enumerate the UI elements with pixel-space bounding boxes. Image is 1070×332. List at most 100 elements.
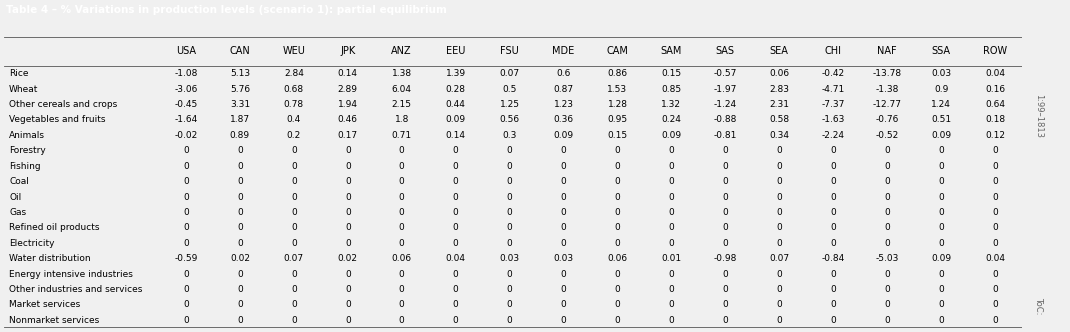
Text: 0: 0	[669, 300, 674, 309]
Text: 1.8: 1.8	[395, 116, 409, 124]
Text: -0.57: -0.57	[714, 69, 737, 78]
Text: 0: 0	[722, 208, 729, 217]
Text: 0.86: 0.86	[608, 69, 627, 78]
Text: 0: 0	[345, 208, 351, 217]
Text: 0: 0	[345, 177, 351, 186]
Text: 0: 0	[830, 239, 836, 248]
Text: 0: 0	[777, 162, 782, 171]
Text: 0.07: 0.07	[284, 254, 304, 263]
Text: 0: 0	[669, 270, 674, 279]
Text: 1.32: 1.32	[661, 100, 682, 109]
Text: Water distribution: Water distribution	[9, 254, 91, 263]
Text: 0: 0	[884, 146, 890, 155]
Text: 2.15: 2.15	[392, 100, 412, 109]
Text: 0.56: 0.56	[500, 116, 520, 124]
Text: 0: 0	[345, 146, 351, 155]
Text: -5.03: -5.03	[875, 254, 899, 263]
Text: 0: 0	[238, 177, 243, 186]
Text: -0.76: -0.76	[875, 116, 899, 124]
Text: 0.95: 0.95	[608, 116, 627, 124]
Text: 5.13: 5.13	[230, 69, 250, 78]
Text: 0.24: 0.24	[661, 116, 682, 124]
Text: ToC:: ToC:	[1035, 297, 1043, 314]
Text: 0.4: 0.4	[287, 116, 301, 124]
Text: 0: 0	[830, 193, 836, 202]
Text: 0: 0	[399, 177, 404, 186]
Text: 0.89: 0.89	[230, 131, 250, 140]
Text: -2.24: -2.24	[822, 131, 844, 140]
Text: 0: 0	[291, 208, 296, 217]
Text: 2.83: 2.83	[769, 85, 790, 94]
Text: 0: 0	[238, 270, 243, 279]
Text: 0: 0	[884, 300, 890, 309]
Text: 0: 0	[183, 223, 188, 232]
Text: 0: 0	[722, 177, 729, 186]
Text: 0: 0	[453, 239, 459, 248]
Text: 1.25: 1.25	[500, 100, 520, 109]
Text: 0.14: 0.14	[338, 69, 357, 78]
Text: 0: 0	[992, 223, 998, 232]
Text: 0: 0	[777, 223, 782, 232]
Text: 0: 0	[614, 300, 621, 309]
Text: 0: 0	[722, 270, 729, 279]
Text: 0: 0	[884, 208, 890, 217]
Text: 0.07: 0.07	[500, 69, 520, 78]
Text: 0.18: 0.18	[985, 116, 1005, 124]
Text: 0: 0	[238, 193, 243, 202]
Text: 0.3: 0.3	[503, 131, 517, 140]
Text: 0: 0	[722, 300, 729, 309]
Text: 0: 0	[777, 285, 782, 294]
Text: 0: 0	[453, 193, 459, 202]
Text: 0: 0	[884, 270, 890, 279]
Text: 0: 0	[291, 177, 296, 186]
Text: 0: 0	[399, 223, 404, 232]
Text: 0: 0	[238, 162, 243, 171]
Text: CAM: CAM	[607, 46, 628, 56]
Text: Vegetables and fruits: Vegetables and fruits	[9, 116, 106, 124]
Text: 0: 0	[614, 223, 621, 232]
Text: 0: 0	[777, 177, 782, 186]
Text: -1.24: -1.24	[714, 100, 737, 109]
Text: 1.94: 1.94	[338, 100, 357, 109]
Text: 0: 0	[938, 285, 944, 294]
Text: 0: 0	[938, 208, 944, 217]
Text: 0: 0	[453, 223, 459, 232]
Text: -12.77: -12.77	[873, 100, 902, 109]
Text: 0: 0	[507, 162, 513, 171]
Text: 0: 0	[291, 162, 296, 171]
Text: 0: 0	[938, 177, 944, 186]
Text: 0.06: 0.06	[769, 69, 790, 78]
Text: Fishing: Fishing	[9, 162, 41, 171]
Text: Nonmarket services: Nonmarket services	[9, 316, 100, 325]
Text: 0: 0	[614, 162, 621, 171]
Text: 0: 0	[722, 146, 729, 155]
Text: 0: 0	[291, 270, 296, 279]
Text: Electricity: Electricity	[9, 239, 55, 248]
Text: 0: 0	[614, 316, 621, 325]
Text: 1:99–1813: 1:99–1813	[1035, 94, 1043, 138]
Text: EEU: EEU	[446, 46, 465, 56]
Text: JPK: JPK	[340, 46, 355, 56]
Text: 0: 0	[614, 239, 621, 248]
Text: 0: 0	[507, 316, 513, 325]
Text: 0: 0	[399, 239, 404, 248]
Text: Market services: Market services	[9, 300, 80, 309]
Text: 2.31: 2.31	[769, 100, 790, 109]
Text: 0: 0	[507, 193, 513, 202]
Text: 0.28: 0.28	[446, 85, 465, 94]
Text: 0: 0	[399, 285, 404, 294]
Text: Energy intensive industries: Energy intensive industries	[9, 270, 133, 279]
Text: -7.37: -7.37	[822, 100, 845, 109]
Text: 0: 0	[561, 223, 566, 232]
Text: 0: 0	[183, 177, 188, 186]
Text: 0: 0	[507, 177, 513, 186]
Text: 1.38: 1.38	[392, 69, 412, 78]
Text: 0: 0	[884, 316, 890, 325]
Text: 0: 0	[507, 223, 513, 232]
Text: 0: 0	[399, 300, 404, 309]
Text: -1.64: -1.64	[174, 116, 198, 124]
Text: FSU: FSU	[500, 46, 519, 56]
Text: 0: 0	[238, 239, 243, 248]
Text: 0: 0	[722, 223, 729, 232]
Text: 0: 0	[992, 208, 998, 217]
